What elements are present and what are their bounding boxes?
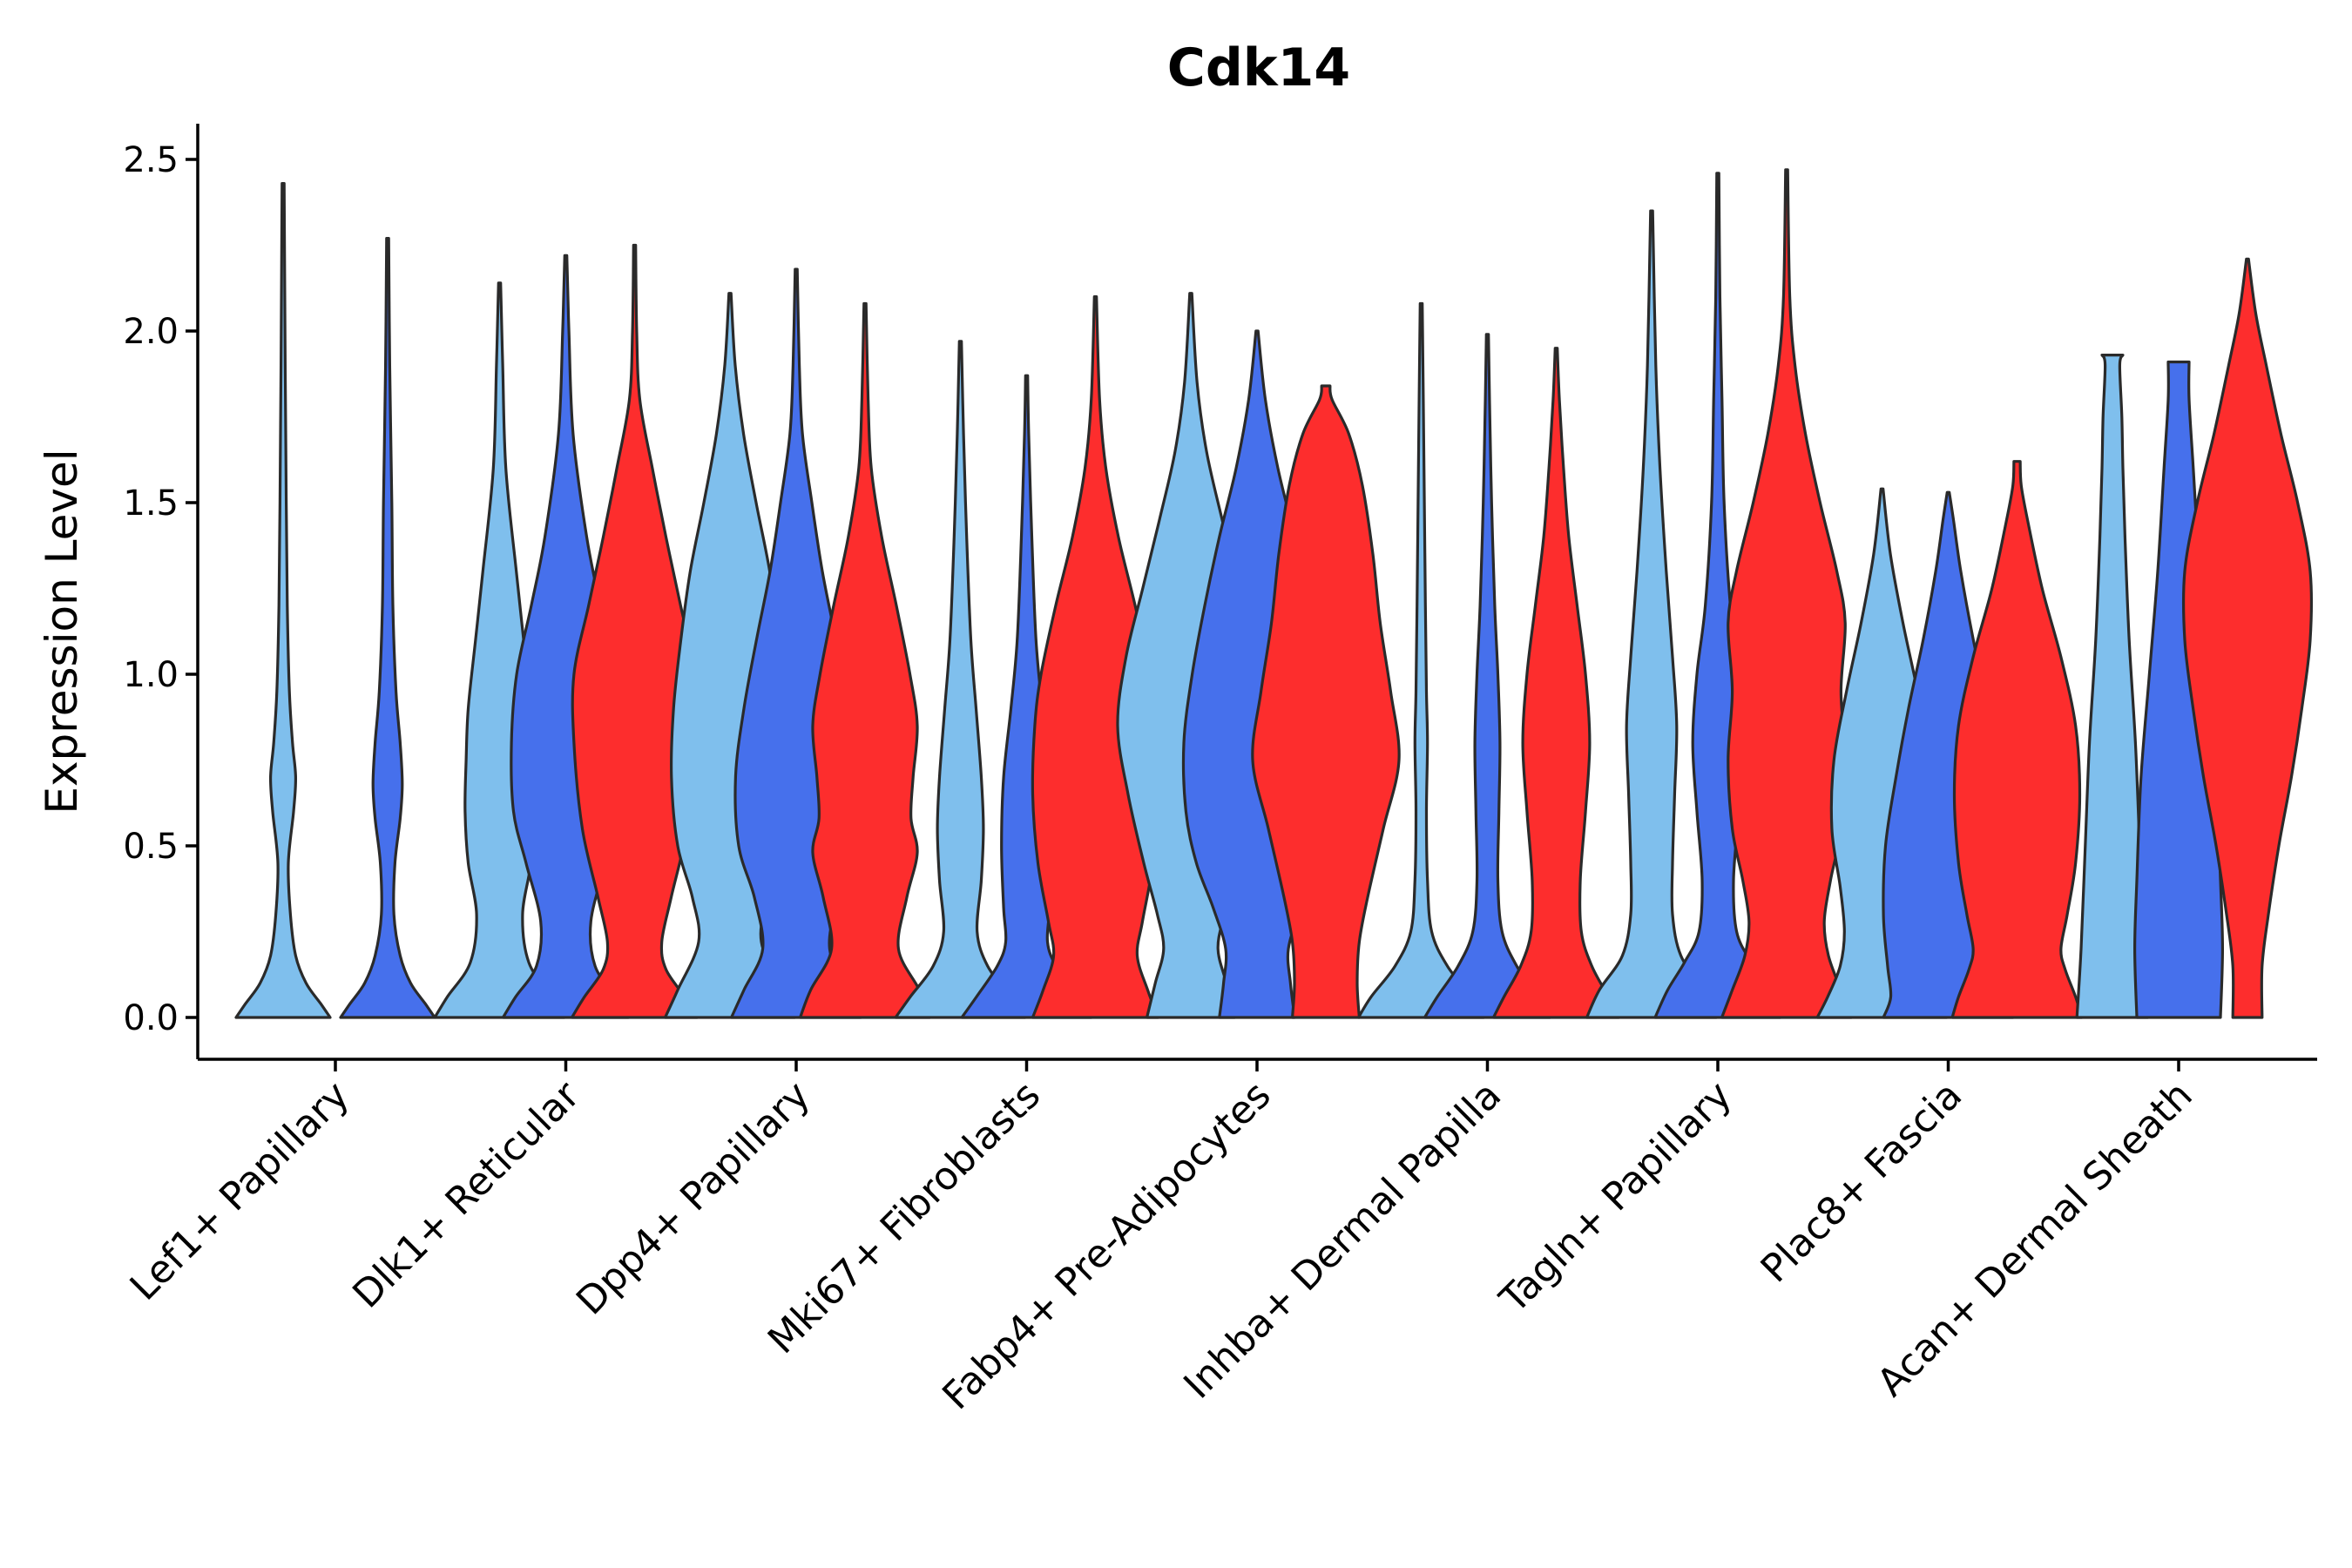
x-tick-label: Dpp4+ Papillary [568,1073,819,1324]
violin-9-3 [2181,257,2314,1019]
x-tick-label: Dlk1+ Reticular [344,1072,589,1317]
violin-5-3 [1251,384,1401,1019]
chart-title: Cdk14 [1167,37,1350,98]
violin-8-3 [1950,460,2084,1019]
y-tick-label: 2.0 [123,312,179,352]
y-tick-label: 0.5 [123,827,179,867]
violin-4-1 [894,340,1027,1019]
y-tick-label: 0.0 [123,998,179,1038]
y-tick-label: 1.0 [123,655,179,695]
y-tick-label: 2.5 [123,140,179,180]
y-ticks: 0.0 0.5 1.0 1.5 2.0 2.5 [123,140,198,1038]
violin-7-3 [1720,168,1853,1019]
x-tick-label: Lef1+ Papillary [122,1073,358,1309]
x-tick-label: Plac8+ Fascia [1753,1073,1971,1292]
violin-6-1 [1356,301,1486,1019]
violin-3-3 [799,301,931,1019]
y-tick-label: 1.5 [123,483,179,524]
y-axis-label: Expression Level [37,449,87,814]
violin-1-1 [234,182,332,1019]
violin-6-3 [1491,347,1621,1019]
x-tick-label: Tagln+ Papillary [1491,1073,1740,1322]
violin-7-1 [1585,209,1718,1019]
violin-6-2 [1423,333,1552,1019]
violin-9-1 [2075,354,2150,1019]
violins-layer [234,168,2314,1019]
violin-1-2 [339,237,436,1019]
